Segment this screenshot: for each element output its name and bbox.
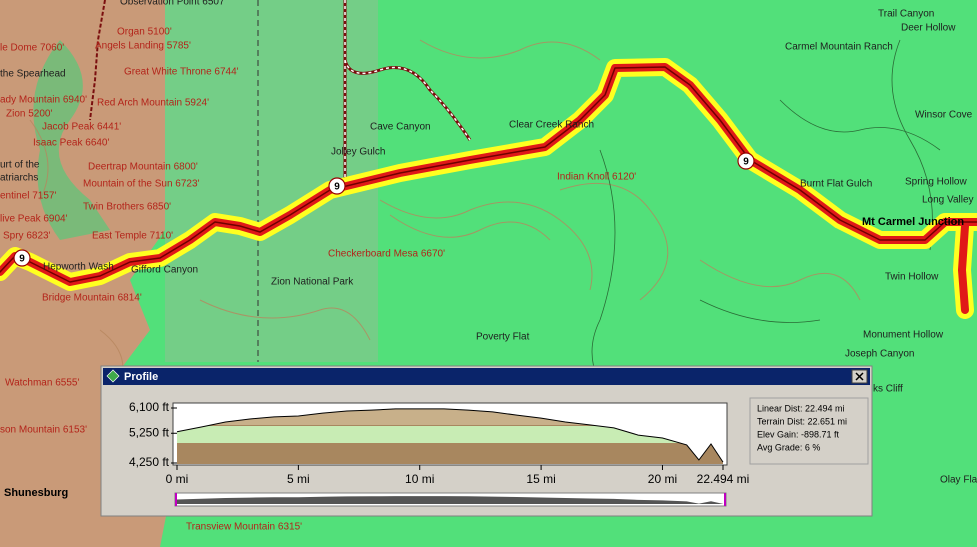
trail [89, 0, 106, 121]
stat-line: Avg Grade: 6 % [757, 442, 820, 452]
place-label: Winsor Cove [915, 110, 973, 121]
map-labels: Observation Point 6507' Organ 5100' le Dom… [0, 0, 977, 533]
y-tick-label: 4,250 ft [129, 455, 170, 469]
place-label: Jolley Gulch [331, 147, 385, 158]
window-icon [106, 369, 120, 383]
place-label: Jacob Peak 6441' [42, 122, 121, 133]
place-label: Twin Brothers 6850' [83, 202, 171, 213]
x-tick-label: 22.494 mi [697, 472, 750, 486]
place-label: Gifford Canyon [131, 265, 198, 276]
route-number: 9 [334, 182, 340, 193]
place-label: Transview Mountain 6315' [186, 522, 302, 533]
route-number: 9 [743, 157, 749, 168]
place-label: ks Cliff [873, 384, 903, 395]
overview-area [177, 496, 723, 504]
place-label: Observation Point 6507' [120, 0, 227, 8]
window-title: Profile [124, 371, 158, 383]
place-label: Isaac Peak 6640' [33, 138, 109, 149]
elevation-line [176, 408, 724, 463]
side-road-dash [344, 0, 471, 180]
place-label: urt of the [0, 160, 40, 171]
stat-line: Elev Gain: -898.71 ft [757, 429, 840, 439]
overview-handle[interactable] [724, 493, 726, 506]
place-label: Mt Carmel Junction [862, 216, 964, 228]
terrain-valley [33, 40, 111, 240]
place-label: Deer Hollow [901, 23, 956, 34]
close-button[interactable] [851, 369, 868, 384]
route-shield [737, 152, 755, 170]
overview-handle[interactable] [175, 493, 177, 506]
place-label: Spring Hollow [905, 177, 967, 188]
place-label: Zion National Park [271, 277, 354, 288]
place-label: Carmel Mountain Ranch [785, 42, 893, 53]
place-label: Deertrap Mountain 6800' [88, 162, 198, 173]
stats-box [749, 397, 869, 465]
place-label: Cave Canyon [370, 122, 431, 133]
place-label: Joseph Canyon [845, 349, 915, 360]
place-label: Great White Throne 6744' [124, 67, 239, 78]
x-tick-label: 10 mi [405, 472, 434, 486]
place-label: the Spearhead [0, 69, 66, 80]
place-label: Shunesburg [4, 487, 68, 499]
title-bar [103, 368, 870, 385]
place-label: East Temple 7110' [92, 231, 173, 242]
route-shield [328, 177, 346, 195]
stat-line: Terrain Dist: 22.651 mi [757, 416, 847, 426]
x-tick-label: 20 mi [648, 472, 677, 486]
route [0, 58, 977, 319]
place-label: ady Mountain 6940' [0, 95, 87, 106]
place-label: Indian Knoll 6120' [557, 172, 636, 183]
place-label: le Dome 7060' [0, 43, 64, 54]
contours [29, 39, 861, 449]
place-label: Long Valley [922, 195, 974, 206]
route-shield [13, 249, 31, 267]
place-label: Checkerboard Mesa 6670' [328, 249, 445, 260]
place-label: son Mountain 6153' [0, 425, 87, 436]
x-tick-label: 0 mi [166, 472, 189, 486]
place-label: Poverty Flat [476, 332, 530, 343]
place-label: Mountain of the Sun 6723' [83, 179, 200, 190]
route-number: 9 [19, 254, 25, 265]
green-band [177, 426, 723, 443]
place-label: Bridge Mountain 6814' [42, 293, 142, 304]
y-tick-label: 6,100 ft [129, 400, 170, 414]
y-tick-label: 5,250 ft [129, 425, 170, 439]
place-label: Organ 5100' [117, 27, 172, 38]
place-label: Red Arch Mountain 5924' [97, 98, 209, 109]
place-label: Hepworth Wash [43, 262, 114, 273]
place-label: Monument Hollow [863, 330, 944, 341]
place-label: Clear Creek Ranch [509, 120, 594, 131]
x-tick-label: 5 mi [287, 472, 310, 486]
place-label: live Peak 6904' [0, 214, 68, 225]
close-icon[interactable] [855, 372, 864, 381]
place-label: Watchman 6555' [5, 378, 79, 389]
route-shields: 9 9 9 [13, 152, 755, 267]
place-label: Twin Hollow [885, 272, 939, 283]
place-label: Trail Canyon [878, 9, 934, 20]
place-label: atriarchs [0, 173, 38, 184]
place-label: Angels Landing 5785' [95, 41, 191, 52]
place-label: Olay Fla [940, 475, 977, 486]
place-label: Burnt Flat Gulch [800, 179, 872, 190]
place-label: entinel 7157' [0, 191, 56, 202]
place-label: Spry 6823' [3, 231, 51, 242]
x-tick-label: 15 mi [526, 472, 555, 486]
place-label: Zion 5200' [6, 109, 52, 120]
stat-line: Linear Dist: 22.494 mi [757, 403, 845, 413]
